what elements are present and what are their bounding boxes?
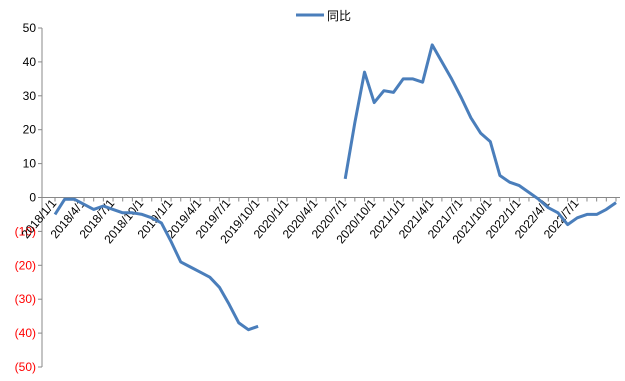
y-tick-label: 50 [23, 21, 37, 35]
y-tick-label: 40 [23, 55, 37, 69]
y-tick-label: 0 [29, 191, 36, 205]
series-line [53, 197, 259, 332]
series-line [343, 43, 617, 227]
legend-label: 同比 [327, 9, 351, 23]
y-tick-label: 10 [23, 157, 37, 171]
y-tick-label: 30 [23, 89, 37, 103]
y-tick-label: (10) [15, 224, 36, 238]
y-tick-label: (40) [15, 326, 36, 340]
y-tick-label: (50) [15, 360, 36, 374]
y-tick-label: 20 [23, 123, 37, 137]
y-tick-label: (30) [15, 292, 36, 306]
y-tick-label: (20) [15, 258, 36, 272]
